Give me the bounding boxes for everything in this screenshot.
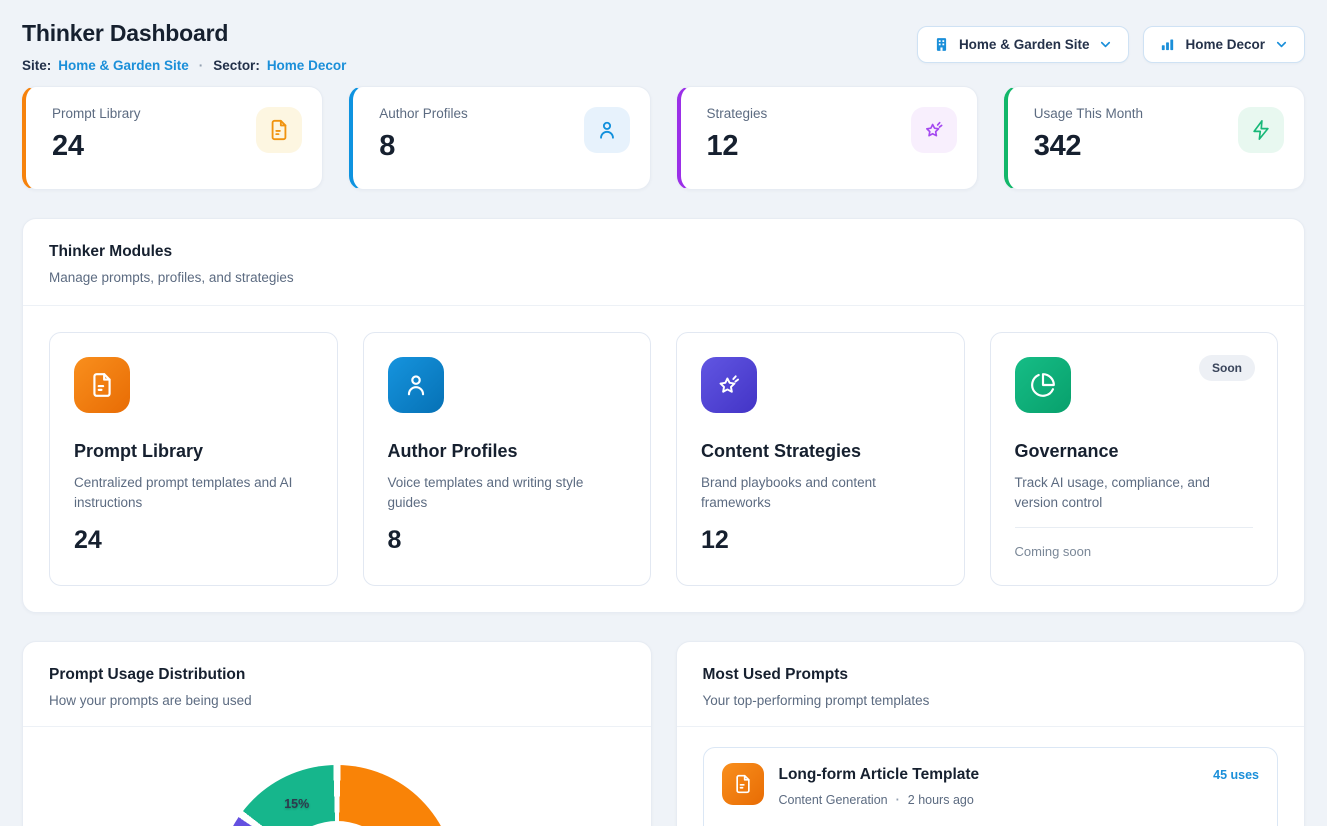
sparkle-star-icon	[701, 357, 757, 413]
sector-link[interactable]: Home Decor	[267, 58, 347, 73]
page-header: Thinker Dashboard Site: Home & Garden Si…	[22, 20, 1305, 73]
prompt-item-category: Content Generation	[779, 793, 888, 807]
sparkle-star-icon	[911, 107, 957, 153]
most-used-prompts-card: Most Used Prompts Your top-performing pr…	[676, 641, 1306, 826]
lightning-icon	[1238, 107, 1284, 153]
donut-slice-label: 15%	[284, 797, 309, 811]
module-description: Track AI usage, compliance, and version …	[1015, 473, 1254, 514]
prompt-item-text: Long-form Article Template Content Gener…	[779, 763, 1199, 807]
dashboard-page: Thinker Dashboard Site: Home & Garden Si…	[0, 0, 1327, 826]
module-title: Author Profiles	[388, 441, 627, 462]
module-title: Governance	[1015, 441, 1254, 462]
chevron-down-icon	[1098, 37, 1113, 52]
module-card-prompt-library[interactable]: Prompt Library Centralized prompt templa…	[49, 332, 338, 586]
user-icon	[388, 357, 444, 413]
meta-separator: ·	[196, 58, 207, 73]
chart-card-title: Prompt Usage Distribution	[49, 666, 625, 684]
module-title: Content Strategies	[701, 441, 940, 462]
site-selector-button[interactable]: Home & Garden Site	[917, 26, 1130, 63]
header-actions: Home & Garden Site Home Decor	[917, 26, 1305, 63]
page-title: Thinker Dashboard	[22, 20, 346, 47]
modules-grid: Prompt Library Centralized prompt templa…	[23, 306, 1304, 612]
module-card-governance[interactable]: Soon Governance Track AI usage, complian…	[990, 332, 1279, 586]
document-icon	[256, 107, 302, 153]
module-count: 12	[701, 526, 940, 555]
meta-separator: ·	[888, 793, 908, 807]
breadcrumb: Site: Home & Garden Site · Sector: Home …	[22, 58, 346, 73]
prompt-item-time: 2 hours ago	[908, 793, 974, 807]
stat-card-strategies: Strategies 12	[677, 86, 978, 190]
page-header-left: Thinker Dashboard Site: Home & Garden Si…	[22, 20, 346, 73]
stats-row: Prompt Library 24 Author Profiles 8 Stra…	[22, 86, 1305, 190]
stat-card-usage: Usage This Month 342	[1004, 86, 1305, 190]
donut-chart[interactable]: 15%	[218, 765, 456, 826]
thinker-modules-panel: Thinker Modules Manage prompts, profiles…	[22, 218, 1305, 613]
chevron-down-icon	[1274, 37, 1289, 52]
prompts-card-header: Most Used Prompts Your top-performing pr…	[677, 642, 1305, 726]
chart-area: 15%	[23, 727, 651, 826]
sector-selector-button[interactable]: Home Decor	[1143, 26, 1305, 63]
stat-card-prompt-library: Prompt Library 24	[22, 86, 323, 190]
prompt-usage-distribution-card: Prompt Usage Distribution How your promp…	[22, 641, 652, 826]
sector-selector-label: Home Decor	[1185, 37, 1265, 52]
chart-card-subtitle: How your prompts are being used	[49, 693, 625, 708]
modules-panel-header: Thinker Modules Manage prompts, profiles…	[23, 219, 1304, 305]
module-count: 24	[74, 526, 313, 555]
module-card-content-strategies[interactable]: Content Strategies Brand playbooks and c…	[676, 332, 965, 586]
module-description: Centralized prompt templates and AI inst…	[74, 473, 313, 514]
building-icon	[933, 36, 950, 53]
user-icon	[584, 107, 630, 153]
bottom-row: Prompt Usage Distribution How your promp…	[22, 641, 1305, 826]
stat-card-author-profiles: Author Profiles 8	[349, 86, 650, 190]
module-card-author-profiles[interactable]: Author Profiles Voice templates and writ…	[363, 332, 652, 586]
prompt-item-title: Long-form Article Template	[779, 766, 1199, 784]
prompt-item-meta: Content Generation · 2 hours ago	[779, 793, 1199, 807]
modules-panel-title: Thinker Modules	[49, 243, 1278, 261]
sector-label: Sector:	[213, 58, 260, 73]
site-selector-label: Home & Garden Site	[959, 37, 1090, 52]
coming-soon-text: Coming soon	[1015, 527, 1254, 559]
site-link[interactable]: Home & Garden Site	[58, 58, 189, 73]
prompts-card-title: Most Used Prompts	[703, 666, 1279, 684]
pie-chart-icon	[1015, 357, 1071, 413]
prompt-list-item[interactable]: Long-form Article Template Content Gener…	[703, 747, 1279, 826]
module-description: Voice templates and writing style guides	[388, 473, 627, 514]
prompt-item-uses-badge: 45 uses	[1213, 768, 1259, 782]
prompt-list: Long-form Article Template Content Gener…	[677, 727, 1305, 826]
document-icon	[722, 763, 764, 805]
soon-badge: Soon	[1199, 355, 1255, 381]
module-title: Prompt Library	[74, 441, 313, 462]
module-description: Brand playbooks and content frameworks	[701, 473, 940, 514]
bar-chart-icon	[1159, 36, 1176, 53]
modules-panel-subtitle: Manage prompts, profiles, and strategies	[49, 270, 1278, 285]
module-count: 8	[388, 526, 627, 555]
site-label: Site:	[22, 58, 51, 73]
prompts-card-subtitle: Your top-performing prompt templates	[703, 693, 1279, 708]
chart-card-header: Prompt Usage Distribution How your promp…	[23, 642, 651, 726]
document-icon	[74, 357, 130, 413]
